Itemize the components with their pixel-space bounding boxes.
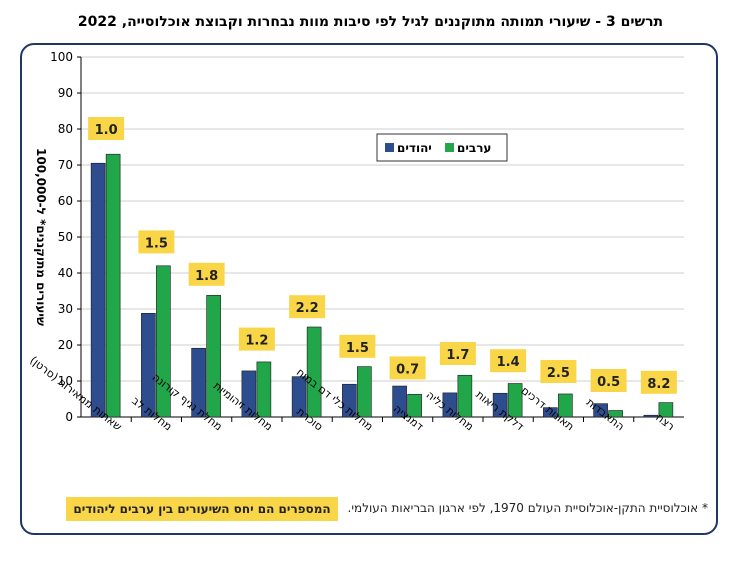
bar-arabs-8	[507, 383, 523, 418]
x-category-label-11: רצח	[653, 411, 677, 434]
ratio-label-bg-2	[188, 262, 225, 286]
bar-jews-6	[392, 385, 407, 418]
y-axis: 0 10 20 30 40 50 60 70 80 90 100	[50, 50, 684, 424]
ratio-label-text-6: 0.7	[396, 362, 419, 377]
ratio-label-text-0: 1.0	[95, 123, 118, 138]
y-axis-title: שיעורים מתוקננים* ל-100,000	[34, 148, 48, 326]
ratio-label-bg-6	[389, 356, 426, 380]
y-tick-label-100: 100	[50, 50, 73, 64]
ratio-label-11: 8.2	[640, 370, 677, 394]
bars	[90, 153, 674, 418]
ratio-label-text-10: 0.5	[597, 375, 620, 390]
ratio-label-bg-10	[590, 369, 627, 392]
ratio-label-bg-7	[439, 342, 476, 365]
legend-swatch-arabs	[445, 143, 454, 152]
bar-arabs-7	[457, 374, 473, 418]
bar-jews-4	[291, 376, 307, 418]
ratio-label-text-2: 1.8	[195, 269, 218, 284]
ratio-label-4: 2.2	[289, 295, 326, 319]
bar-jews-8	[492, 392, 508, 418]
bar-arabs-6	[407, 394, 422, 418]
ratio-label-6: 0.7	[389, 356, 426, 380]
y-tick-label-40: 40	[58, 266, 73, 280]
y-tick-label-50: 50	[58, 230, 73, 244]
bar-jews-9	[543, 407, 558, 418]
ratio-label-bg-4	[289, 295, 326, 319]
ratio-label-text-4: 2.2	[296, 301, 319, 316]
footnote: * אוכלוסיית התקן-אוכלוסיית העולם 1970, ל…	[347, 501, 708, 515]
ratio-label-text-11: 8.2	[647, 377, 670, 392]
ratio-label-text-9: 2.5	[547, 366, 570, 381]
y-tick-label-0: 0	[65, 410, 73, 424]
bar-arabs-1	[156, 265, 171, 418]
ratio-label-bg-0	[88, 117, 125, 140]
bar-jews-11	[643, 414, 659, 418]
ratio-note: המספרים הם יחס השיעורים בין ערבים ליהודי…	[66, 497, 338, 521]
bar-jews-10	[593, 403, 608, 418]
ratio-label-5: 1.5	[339, 334, 376, 358]
bar-arabs-3	[256, 361, 272, 418]
ratio-label-9: 2.5	[540, 360, 577, 383]
ratio-label-text-8: 1.4	[497, 355, 520, 370]
legend-box	[376, 133, 508, 162]
y-tick-label-90: 90	[58, 86, 73, 100]
ratio-label-8: 1.4	[490, 349, 527, 373]
legend-swatch-jews	[385, 143, 394, 152]
ratio-label-0: 1.0	[88, 117, 125, 140]
ratio-label-10: 0.5	[590, 369, 627, 392]
y-tick-label-30: 30	[58, 302, 73, 316]
ratio-label-bg-11	[640, 370, 677, 394]
bar-arabs-9	[558, 393, 573, 418]
bar-arabs-10	[608, 410, 623, 418]
y-tick-label-60: 60	[58, 194, 73, 208]
ratio-label-text-5: 1.5	[346, 341, 369, 356]
legend-label-jews: יהודים	[397, 141, 432, 155]
y-tick-label-10: 10	[58, 374, 73, 388]
y-tick-label-80: 80	[58, 122, 73, 136]
ratio-label-text-3: 1.2	[245, 334, 268, 349]
ratio-label-1: 1.5	[138, 230, 175, 254]
legend-label-arabs: ערבים	[457, 141, 491, 155]
bar-arabs-2	[206, 295, 221, 418]
ratio-label-bg-8	[490, 349, 527, 373]
ratio-label-bg-3	[238, 327, 275, 351]
bar-jews-2	[191, 347, 206, 418]
ratio-label-2: 1.8	[188, 262, 225, 286]
bar-jews-5	[342, 383, 357, 418]
bar-arabs-0	[105, 153, 121, 418]
bar-arabs-5	[357, 366, 372, 418]
ratio-label-7: 1.7	[439, 342, 476, 365]
y-tick-label-70: 70	[58, 158, 73, 172]
chart-title: תרשים 3 - שיעורי תמותה מתוקננים לגיל לפי…	[77, 14, 664, 30]
ratio-label-text-1: 1.5	[145, 236, 168, 251]
ratio-label-text-7: 1.7	[446, 348, 469, 363]
chart-frame	[20, 43, 718, 535]
ratio-label-bg-5	[339, 334, 376, 358]
bar-arabs-11	[658, 402, 674, 418]
legend: ערבים יהודים	[376, 133, 508, 162]
ratio-label-bg-1	[138, 230, 175, 254]
ratio-label-3: 1.2	[238, 327, 275, 351]
bar-jews-3	[241, 370, 257, 418]
y-tick-label-20: 20	[58, 338, 73, 352]
bar-jews-7	[442, 392, 458, 418]
ratio-label-bg-9	[540, 360, 577, 383]
ratio-labels: 1.0 1.5 1.8 1.2 2.2 1.5 0.7 1.7 1.4 2.5 0.5 8.2	[88, 117, 677, 394]
bar-jews-1	[141, 313, 156, 418]
bar-arabs-4	[306, 326, 322, 418]
gridlines	[81, 56, 684, 382]
bar-jews-0	[90, 162, 106, 418]
